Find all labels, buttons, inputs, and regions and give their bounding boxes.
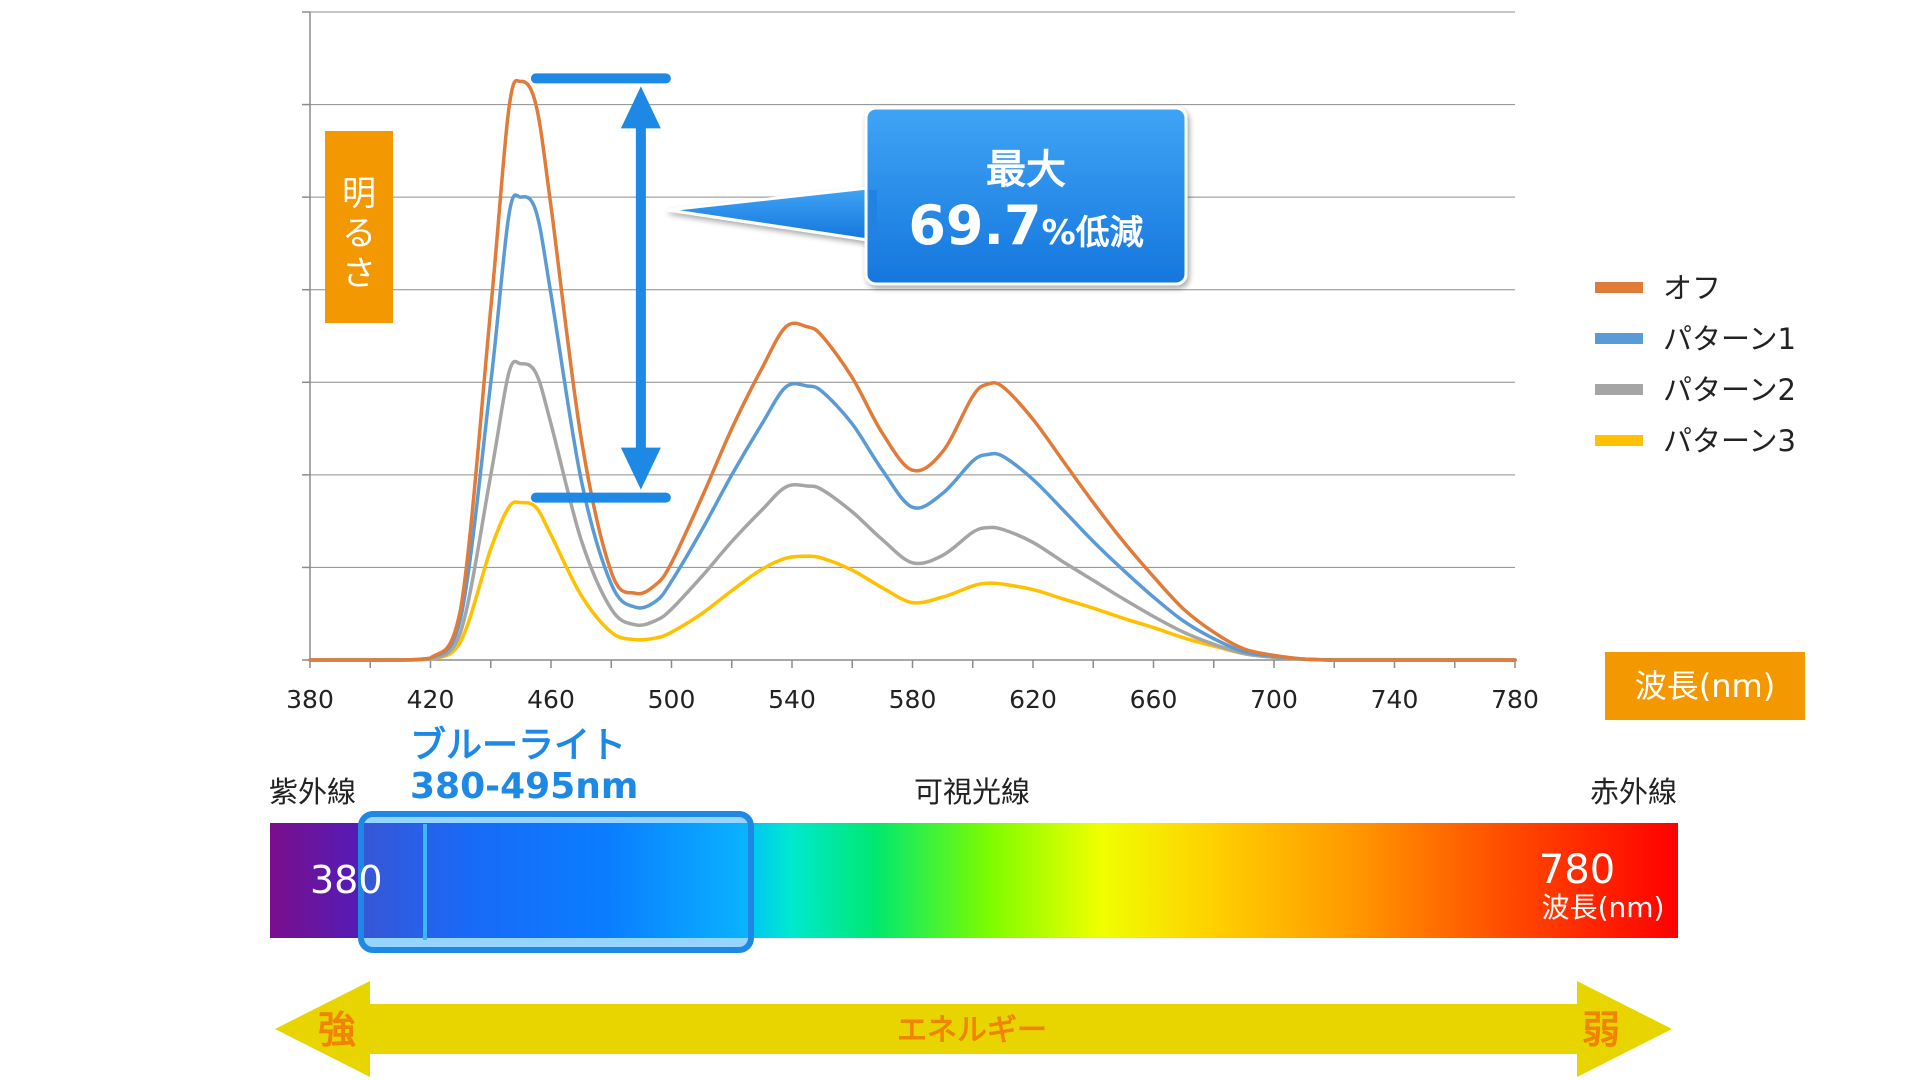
callout-title: 最大 [986, 147, 1066, 193]
visible-label: 可視光線 [914, 775, 1030, 809]
spectrum-end-unit: 波長(nm) [1542, 891, 1665, 924]
energy-arrow-shape [275, 981, 1672, 1077]
callout-reduction-text: 69.7%低減 [908, 194, 1143, 257]
y-axis-label: 明るさ [342, 174, 376, 294]
uv-label: 紫外線 [269, 775, 356, 809]
reduction-annotation [530, 73, 671, 503]
bluelight-range: 380-495nm [410, 766, 638, 807]
bluelight-title: ブルーライト [410, 724, 626, 766]
x-axis-label-box: 波長(nm) [1605, 652, 1805, 720]
spectrum-bar [270, 823, 1678, 938]
x-tick-label: 620 [1009, 685, 1057, 714]
reduction-callout [666, 106, 1188, 286]
energy-weak-label: 弱 [1582, 1008, 1620, 1052]
x-tick-label: 460 [527, 685, 575, 714]
energy-strong-label: 強 [318, 1008, 356, 1052]
legend-swatch [1595, 282, 1643, 293]
spectrum-start-value: 380 [310, 858, 383, 902]
y-axis-label-char: 明 [342, 174, 376, 214]
legend-label: オフ [1663, 271, 1721, 305]
y-axis-label-char: さ [342, 254, 376, 294]
series-line-オフ [308, 78, 1517, 662]
x-tick-label: 580 [889, 685, 937, 714]
x-tick-label: 500 [648, 685, 696, 714]
energy-arrow: 強 エネルギー 弱 [275, 981, 1672, 1077]
legend-swatch [1595, 435, 1643, 446]
spectrum-section: ブルーライト 380-495nm 紫外線 可視光線 赤外線 380 780 波長… [269, 724, 1678, 953]
legend-label: パターン3 [1663, 424, 1796, 458]
series-line-パターン2 [308, 359, 1517, 662]
x-tick-label: 380 [286, 685, 334, 714]
x-tick-label: 660 [1130, 685, 1178, 714]
x-axis-label: 波長(nm) [1635, 667, 1775, 705]
ir-label: 赤外線 [1590, 775, 1677, 809]
x-tick-label: 740 [1371, 685, 1419, 714]
y-axis-label-box: 明るさ [325, 131, 393, 323]
spectrum-end-value: 780 [1539, 847, 1615, 893]
x-tick-label: 420 [407, 685, 455, 714]
series-line-パターン3 [308, 500, 1517, 662]
legend-label: パターン2 [1663, 373, 1796, 407]
chart-series [308, 78, 1517, 662]
y-axis-label-char: る [342, 214, 376, 254]
callout-value: 69.7 [908, 194, 1041, 257]
legend-swatch [1595, 333, 1643, 344]
x-tick-label: 780 [1491, 685, 1539, 714]
x-tick-labels: 380 420 460 500 540 580 620 660 700 740 780 [286, 685, 1539, 714]
callout-suffix: %低減 [1042, 213, 1144, 253]
annotation-arrow-head-down [620, 447, 661, 490]
bluelight-highlight-box [358, 811, 754, 953]
annotation-arrow-head-up [620, 86, 661, 129]
x-tick-label: 540 [768, 685, 816, 714]
energy-label: エネルギー [897, 1013, 1047, 1048]
legend-label: パターン1 [1663, 322, 1796, 356]
x-tick-label: 700 [1250, 685, 1298, 714]
series-line-パターン1 [308, 193, 1517, 662]
legend-swatch [1595, 384, 1643, 395]
